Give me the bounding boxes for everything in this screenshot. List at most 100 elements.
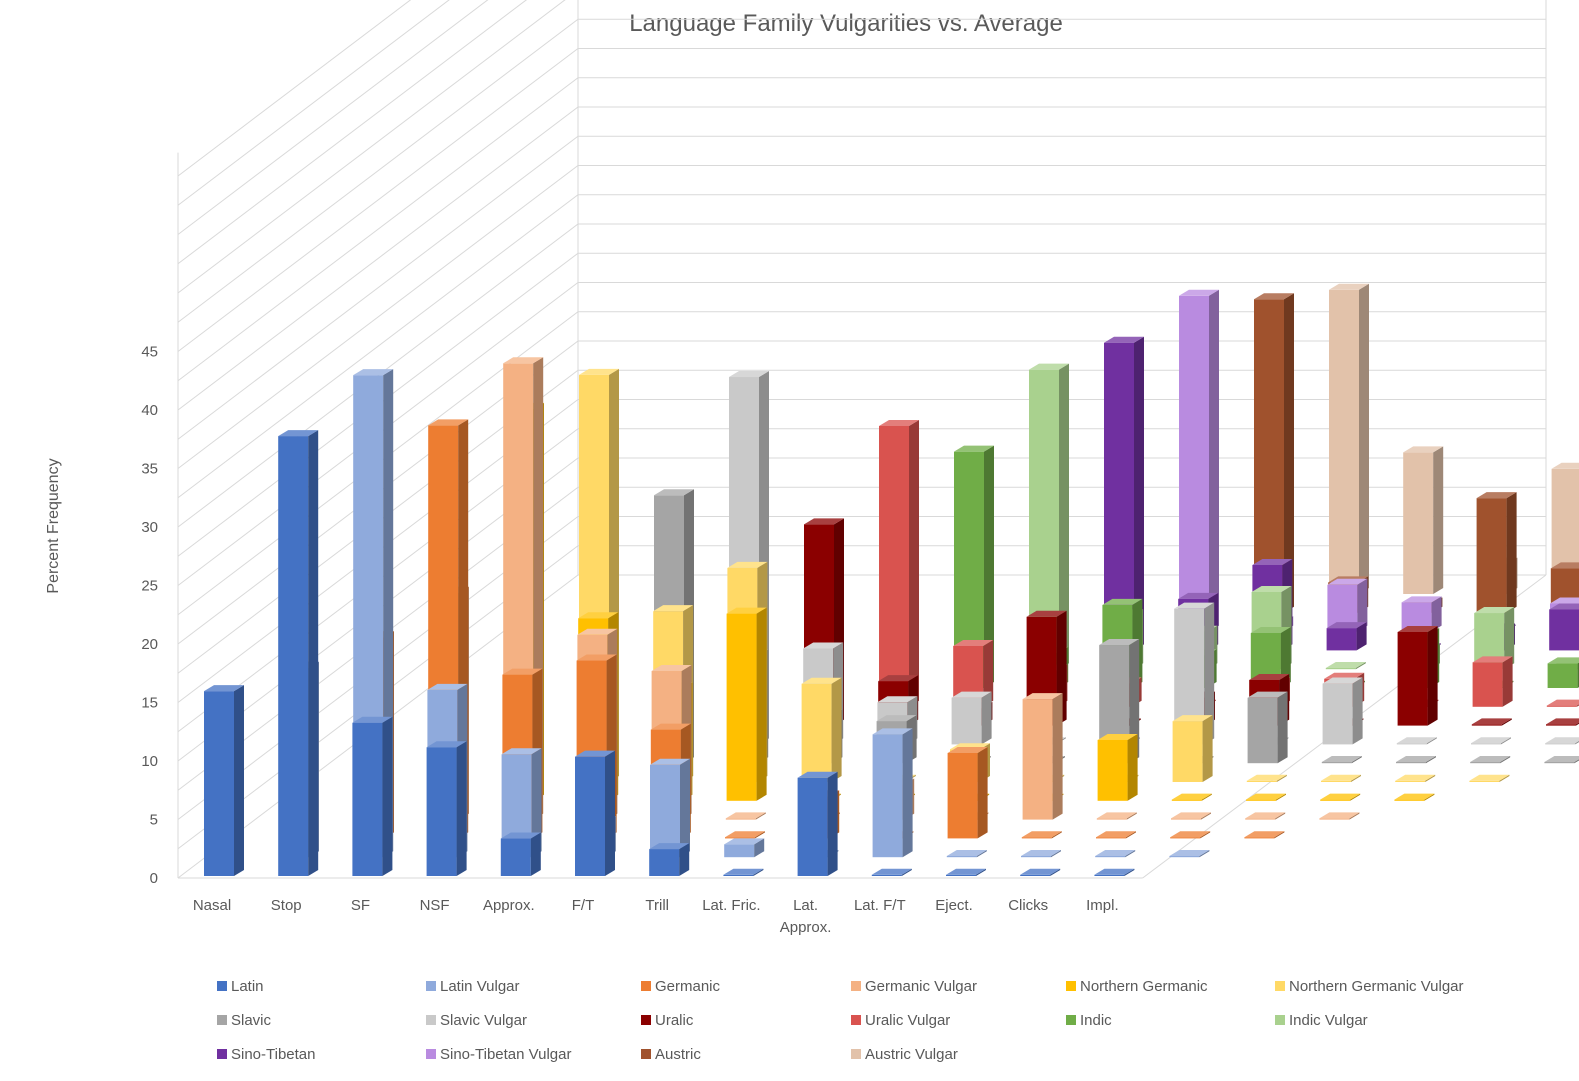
bar-side [1201,793,1212,801]
legend-label: Uralic Vulgar [865,1012,950,1029]
category-label: Nasal [193,897,231,914]
bar-front [797,777,828,876]
bar [723,868,764,876]
bar-top [1020,868,1061,875]
bar-front [1395,780,1426,782]
legend-item: Indic Vulgar [1275,1012,1368,1029]
bar-side [1284,293,1294,613]
legend-item: Uralic [641,1012,694,1029]
bar-top [1021,850,1061,856]
legend-label: Indic [1080,1012,1112,1029]
bar-top [1472,656,1513,663]
bar-front [426,747,457,876]
bar [1172,715,1213,782]
bar-front [1471,724,1502,726]
bar-top [1545,737,1579,744]
bar-front [1171,818,1201,820]
bar [1322,677,1363,745]
bar [1021,831,1062,839]
bar-top [653,605,694,612]
bar [726,607,767,801]
bar-top [1396,756,1436,762]
bar-side [977,746,988,839]
bar-side [1199,850,1210,858]
bar-top [1021,831,1062,838]
bar-top [1245,812,1286,819]
category-label: Clicks [1008,897,1048,914]
bar-side [1356,622,1367,651]
bar-top [1327,578,1368,585]
bar-top [576,654,617,661]
bar [951,691,992,745]
legend-swatch [851,1015,861,1025]
bar [1403,446,1444,594]
bar [1171,793,1212,801]
bar-top [1544,756,1579,762]
bar-front [1321,762,1352,764]
bar-side [1576,722,1579,726]
bar-top [1549,603,1579,610]
bar-side [1426,756,1436,764]
bar-front [1020,874,1051,876]
bar-side [1574,759,1579,764]
bar [1394,793,1435,801]
bar [797,771,838,876]
legend-item: Uralic Vulgar [851,1012,950,1029]
legend-item: Sino-Tibetan Vulgar [426,1046,571,1063]
y-tick-label: 15 [141,695,158,712]
bar-top [1471,737,1511,744]
bar-side [1276,774,1287,782]
bar-top [877,696,918,703]
bar-side [1200,831,1211,839]
bar-top [876,715,917,722]
bar-front [1329,289,1359,594]
bar-top [804,518,844,525]
bar [725,812,766,820]
legend-swatch [217,981,227,991]
bar [1319,812,1360,820]
bar [801,677,842,782]
legend-label: Northern Germanic Vulgar [1289,978,1464,995]
bar-front [1096,818,1127,820]
bar-front [725,837,755,839]
category-label: SF [351,897,370,914]
bar-side [1050,868,1061,876]
bar-front [1403,452,1434,594]
legend-item: Sino-Tibetan [217,1046,316,1063]
bar-top [1547,657,1579,664]
bar [1020,868,1061,876]
bar-front [1545,743,1576,745]
category-label: Impl. [1086,897,1119,914]
bar-top [1096,812,1137,819]
bar [650,758,690,858]
bar-top [577,628,618,635]
bar-side [1352,677,1363,745]
bar [724,838,765,858]
bar-side [1275,812,1286,820]
bar-front [1547,663,1578,688]
bar-top [650,758,690,765]
legend-swatch [641,1049,651,1059]
bar-side [1502,656,1513,707]
category-label: Lat. [793,897,818,914]
bar-front [1476,498,1507,613]
gridline [177,77,1546,382]
chart-title: Language Family Vulgarities vs. Average [629,10,1063,37]
bar-top [578,612,619,619]
bar-top [1321,774,1361,781]
bar-top [878,675,919,682]
bar-side [1504,607,1515,670]
bar-top [954,445,994,452]
bar [1021,850,1061,858]
category-label: Stop [271,897,302,914]
bar-side [1350,793,1361,801]
bar-front [575,756,605,876]
bar [1170,831,1211,839]
bar-top [879,420,919,426]
bar-top [725,831,765,838]
bar [1396,756,1436,764]
bar-front [1169,856,1200,858]
bar-front [1319,818,1350,820]
bar-side [753,868,764,876]
bar [1469,774,1510,782]
